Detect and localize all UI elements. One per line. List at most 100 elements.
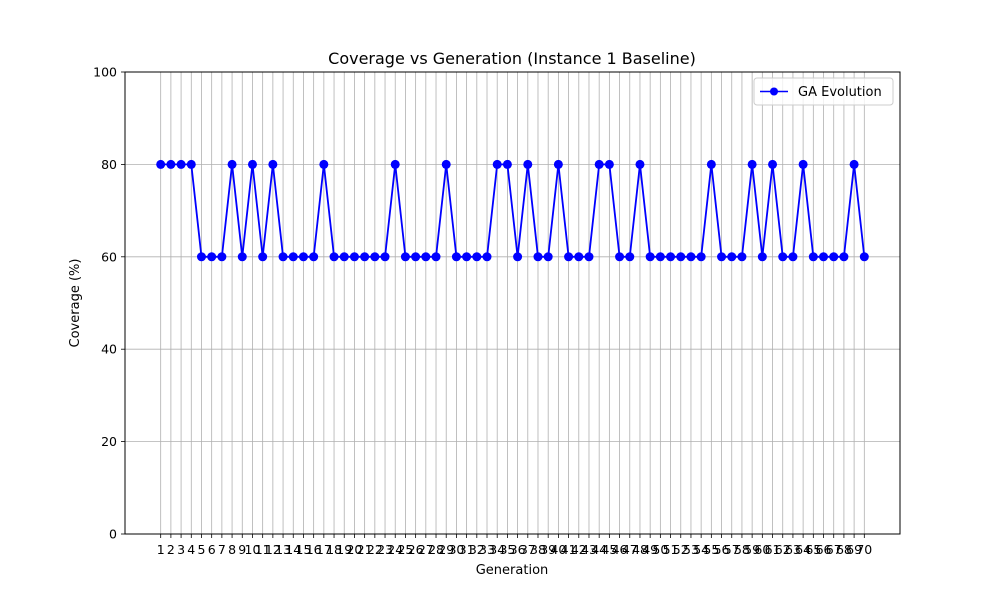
data-point xyxy=(788,252,798,262)
x-tick-label: 15 xyxy=(296,542,312,557)
data-point xyxy=(849,159,859,169)
x-tick-label: 31 xyxy=(459,542,475,557)
data-point xyxy=(411,252,421,262)
x-tick-label: 38 xyxy=(530,542,546,557)
x-tick-label: 10 xyxy=(245,542,261,557)
plot-frame xyxy=(124,71,901,535)
data-point xyxy=(390,159,400,169)
x-tick-label: 57 xyxy=(724,542,740,557)
data-point xyxy=(523,159,533,169)
x-tick-label: 40 xyxy=(550,542,566,557)
data-point xyxy=(747,159,757,169)
x-tick-label: 21 xyxy=(357,542,373,557)
y-tick-label: 40 xyxy=(101,342,117,357)
y-tick-label: 80 xyxy=(101,157,117,172)
x-tick-label: 42 xyxy=(571,542,587,557)
data-point xyxy=(431,252,441,262)
data-point xyxy=(360,252,370,262)
grid xyxy=(125,71,900,535)
x-tick-label: 24 xyxy=(387,542,403,557)
data-point xyxy=(166,159,176,169)
data-point xyxy=(258,252,268,262)
data-point xyxy=(615,252,625,262)
x-tick-label: 51 xyxy=(663,542,679,557)
data-point xyxy=(329,252,339,262)
series-line xyxy=(160,163,866,258)
x-tick-label: 61 xyxy=(765,542,781,557)
data-point xyxy=(564,252,574,262)
x-tick-label: 59 xyxy=(744,542,760,557)
x-tick-label: 11 xyxy=(255,542,271,557)
x-tick-label: 65 xyxy=(805,542,821,557)
data-point xyxy=(247,159,257,169)
data-point xyxy=(604,159,614,169)
chart-title: Coverage vs Generation (Instance 1 Basel… xyxy=(328,49,696,68)
data-point xyxy=(839,252,849,262)
y-tick-label: 100 xyxy=(93,65,117,80)
data-point xyxy=(584,252,594,262)
x-tick-label: 37 xyxy=(520,542,536,557)
data-point xyxy=(808,252,818,262)
data-point xyxy=(757,252,767,262)
x-tick-label: 55 xyxy=(703,542,719,557)
data-point xyxy=(513,252,523,262)
data-point xyxy=(717,252,727,262)
x-tick-label: 41 xyxy=(561,542,577,557)
x-axis-title: Generation xyxy=(476,563,549,578)
x-tick-label: 34 xyxy=(489,542,505,557)
data-point xyxy=(472,252,482,262)
data-point xyxy=(196,252,206,262)
data-point xyxy=(339,252,349,262)
x-tick-label: 2 xyxy=(167,542,175,557)
x-tick-label: 69 xyxy=(846,542,862,557)
data-point xyxy=(400,252,410,262)
data-point xyxy=(655,252,665,262)
legend-box xyxy=(753,77,894,106)
data-point xyxy=(829,252,839,262)
x-tick-label: 28 xyxy=(428,542,444,557)
data-point xyxy=(666,252,676,262)
data-point xyxy=(768,159,778,169)
x-tick-label: 62 xyxy=(775,542,791,557)
x-tick-label: 26 xyxy=(408,542,424,557)
y-tick-label: 60 xyxy=(101,249,117,264)
x-tick-label: 23 xyxy=(377,542,393,557)
data-point xyxy=(298,252,308,262)
x-tick-label: 39 xyxy=(540,542,556,557)
data-point xyxy=(625,252,635,262)
x-tick-label: 52 xyxy=(673,542,689,557)
data-point xyxy=(319,159,329,169)
data-point xyxy=(798,159,808,169)
y-axis: 0 20 40 60 80 100 xyxy=(93,65,125,542)
x-tick-label: 3 xyxy=(177,542,185,557)
data-point xyxy=(635,159,645,169)
x-tick-label: 9 xyxy=(238,542,246,557)
legend: GA Evolution xyxy=(753,77,894,106)
x-tick-label: 4 xyxy=(187,542,195,557)
data-point xyxy=(349,252,359,262)
data-point xyxy=(492,159,502,169)
x-tick-label: 63 xyxy=(785,542,801,557)
x-tick-label: 58 xyxy=(734,542,750,557)
x-tick-label: 33 xyxy=(479,542,495,557)
x-tick-label: 54 xyxy=(693,542,709,557)
x-tick-label: 45 xyxy=(601,542,617,557)
data-point xyxy=(543,252,553,262)
data-point xyxy=(380,252,390,262)
x-tick-label: 46 xyxy=(612,542,628,557)
data-point xyxy=(574,252,584,262)
x-tick-label: 12 xyxy=(265,542,281,557)
x-tick-label: 36 xyxy=(510,542,526,557)
data-point xyxy=(706,159,716,169)
y-tick-label: 20 xyxy=(101,434,117,449)
data-point xyxy=(859,252,869,262)
x-tick-label: 53 xyxy=(683,542,699,557)
x-tick-label: 48 xyxy=(632,542,648,557)
data-point xyxy=(156,159,166,169)
data-point xyxy=(288,252,298,262)
legend-marker-sample xyxy=(770,87,778,96)
x-tick-label: 50 xyxy=(652,542,668,557)
data-point xyxy=(482,252,492,262)
x-tick-label: 13 xyxy=(275,542,291,557)
